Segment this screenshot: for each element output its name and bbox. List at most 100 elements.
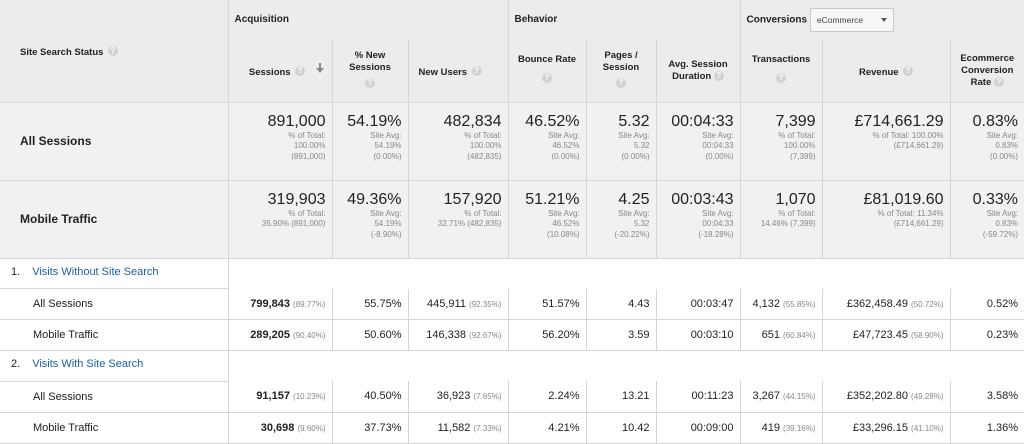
help-icon[interactable]: ?	[903, 65, 914, 76]
new-users-header-label: New Users	[418, 66, 468, 78]
behavior-group-header: Behavior	[507, 0, 741, 40]
cell-pct: (58.90%)	[911, 331, 944, 340]
cell-sessions: 91,157 (10.23%)	[227, 381, 332, 413]
help-icon[interactable]: ?	[776, 73, 787, 84]
sessions-header-label: Sessions	[248, 66, 291, 78]
help-icon[interactable]: ?	[616, 77, 626, 88]
cell-new-users: 445,911 (92.35%)	[407, 288, 508, 320]
summary-new-users: 157,920% of Total: 32.71% (482,835)	[407, 180, 508, 259]
new-users-header[interactable]: New Users ?	[407, 40, 508, 103]
cell-revenue: £352,202.80 (49.28%)	[821, 381, 951, 413]
pages-session-label-2: Session	[602, 61, 640, 73]
conversion-type-select[interactable]: eCommerce	[809, 8, 894, 32]
sub-label: Site Avg:	[548, 208, 580, 218]
summary-pages: 4.25 Site Avg: 5.32 (-20.22%)	[585, 180, 656, 259]
cell-bounce: 51.57%	[507, 288, 586, 320]
segment-header[interactable]: 2. Visits With Site Search	[0, 350, 228, 382]
help-icon[interactable]: ?	[295, 65, 306, 76]
avg-duration-label-1: Avg. Session	[668, 58, 728, 70]
sub-value: (-20.22%)	[614, 229, 650, 239]
dimension-header[interactable]: Site Search Status ?	[0, 0, 228, 103]
cell-ecr: 1.36%	[949, 412, 1024, 444]
avg-duration-label-2: Duration	[672, 70, 712, 82]
summary-duration: 00:03:43 Site Avg: 00:04:33 (-18.28%)	[655, 180, 741, 259]
cell-value: 146,338	[426, 329, 466, 341]
sub-value: (0.00%)	[373, 151, 402, 161]
segment-header[interactable]: 1. Visits Without Site Search	[0, 258, 228, 289]
sessions-header[interactable]: Sessions ?	[227, 40, 332, 103]
cell-value: £352,202.80	[846, 390, 908, 403]
summary-revenue: £714,661.29% of Total: 100.00% (£714,661.…	[821, 102, 951, 181]
table-row: Mobile Traffic 30,698 (9.60%) 37.73% 11,…	[0, 412, 1024, 444]
sub-label: Site Avg:	[548, 130, 580, 140]
summary-pct-new: 54.19% Site Avg: 54.19% (0.00%)	[331, 102, 408, 181]
sub-value: 32.71% (482,835)	[437, 219, 502, 228]
help-icon[interactable]: ?	[107, 45, 118, 56]
cell-value: 3,267	[752, 390, 780, 403]
cell-pct: (92.35%)	[469, 299, 502, 309]
help-icon[interactable]: ?	[365, 77, 375, 88]
ecr-label-3: Rate	[970, 76, 992, 88]
segment-link[interactable]: Visits Without Site Search	[32, 265, 159, 278]
sub-value: (-18.28%)	[698, 229, 734, 239]
help-icon[interactable]: ?	[471, 65, 482, 76]
cell-pct: (7.33%)	[473, 423, 502, 433]
cell-value: 651	[761, 329, 780, 341]
segment-number: 2.	[11, 358, 21, 370]
ecommerce-conversion-rate-header[interactable]: Ecommerce Conversion Rate ?	[949, 40, 1024, 103]
sub-label: Site Avg:	[702, 208, 734, 218]
cell-value: 36,923	[436, 390, 471, 403]
segment-number: 1.	[11, 265, 21, 278]
help-icon[interactable]: ?	[713, 71, 724, 82]
cell-pages: 3.59	[585, 319, 656, 351]
table-row: All Sessions 91,157 (10.23%) 40.50% 36,9…	[0, 381, 1024, 413]
pages-session-header[interactable]: Pages / Session ?	[585, 40, 656, 103]
big-value: 00:04:33	[671, 112, 734, 130]
pct-new-sessions-header[interactable]: % New Sessions ?	[331, 40, 408, 103]
table-row: Mobile Traffic 289,205 (90.40%) 50.60% 1…	[0, 319, 1024, 351]
cell-value: 30,698	[260, 421, 295, 434]
segment-row: 1. Visits Without Site Search	[0, 258, 1024, 289]
segment-spacer	[227, 350, 1024, 381]
cell-value: 419	[761, 421, 780, 434]
cell-value: 289,205	[250, 329, 290, 341]
summary-revenue: £81,019.60% of Total: 11.34% (£714,661.29…	[821, 180, 951, 259]
avg-session-duration-header[interactable]: Avg. Session Duration ?	[655, 40, 741, 103]
cell-pct: (55.85%)	[783, 299, 816, 309]
sub-label: Site Avg:	[702, 130, 734, 140]
sub-value: 46.52%	[552, 219, 580, 228]
cell-pct: (50.72%)	[911, 299, 944, 309]
cell-sessions: 799,843 (89.77%)	[227, 288, 332, 320]
pct-new-sessions-label-2: Sessions	[349, 61, 391, 73]
summary-duration: 00:04:33 Site Avg: 00:04:33 (0.00%)	[655, 102, 741, 181]
help-icon[interactable]: ?	[542, 73, 552, 84]
sort-desc-icon[interactable]	[315, 63, 324, 74]
row-label: All Sessions	[0, 381, 228, 413]
sub-value: 100.00%	[293, 141, 326, 150]
cell-pct: (92.67%)	[469, 331, 502, 340]
cell-bounce: 4.21%	[507, 412, 586, 444]
behavior-label: Behavior	[514, 14, 558, 25]
help-icon[interactable]: ?	[993, 77, 1004, 88]
sub-value: (482,835)	[467, 151, 502, 161]
conversions-label: Conversions	[746, 14, 808, 26]
revenue-header[interactable]: Revenue ?	[821, 40, 951, 103]
cell-pct: (7.65%)	[473, 392, 502, 402]
acquisition-group-header: Acquisition	[227, 0, 508, 40]
cell-value: £47,723.45	[852, 329, 908, 341]
cell-pct: (89.77%)	[293, 299, 326, 309]
big-value: 0.83%	[972, 112, 1019, 130]
summary-transactions: 1,070% of Total: 14.46% (7,399)	[739, 180, 823, 259]
sub-label: Site Avg:	[370, 208, 402, 218]
cell-pct: (10.23%)	[293, 392, 326, 402]
transactions-header[interactable]: Transactions ?	[739, 40, 823, 103]
segment-spacer	[227, 258, 1024, 289]
segment-link[interactable]: Visits With Site Search	[32, 358, 144, 370]
conversions-group-header: Conversions eCommerce	[739, 0, 1024, 40]
bounce-rate-header[interactable]: Bounce Rate ?	[507, 40, 586, 103]
sub-label: % of Total:	[464, 130, 502, 140]
cell-pages: 13.21	[585, 381, 656, 413]
pct-new-sessions-label-1: % New	[354, 49, 386, 61]
big-value: 54.19%	[347, 112, 402, 130]
chevron-down-icon	[880, 18, 887, 22]
